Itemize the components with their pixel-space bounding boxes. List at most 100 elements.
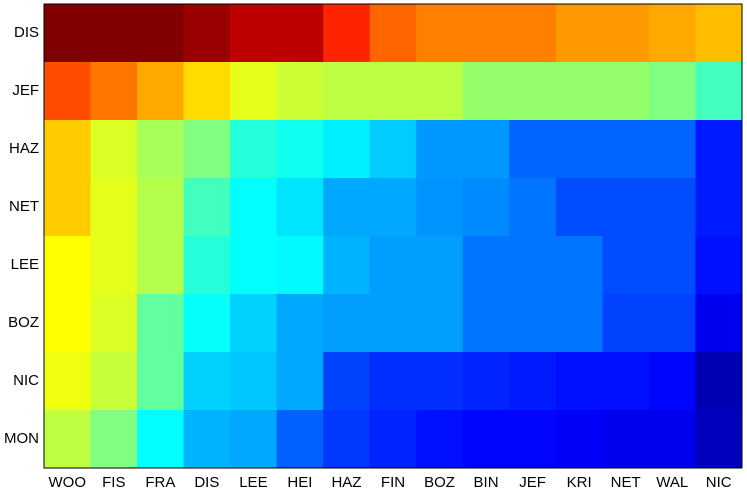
heatmap-cell — [555, 410, 603, 469]
heatmap-cell — [44, 410, 92, 469]
heatmap-cell — [462, 62, 510, 121]
heatmap-cell — [369, 120, 417, 179]
heatmap-cell — [323, 410, 371, 469]
heatmap-cell — [509, 120, 557, 179]
heatmap-cell — [509, 294, 557, 353]
heatmap-cell — [602, 236, 650, 295]
heatmap-cell — [44, 352, 92, 411]
heatmap-cell — [90, 236, 138, 295]
heatmap-cell — [369, 236, 417, 295]
heatmap-cell — [137, 236, 185, 295]
heatmap-cell — [695, 236, 743, 295]
heatmap-cell — [323, 236, 371, 295]
heatmap-cell — [183, 236, 231, 295]
heatmap-cell — [695, 120, 743, 179]
heatmap-cell — [183, 410, 231, 469]
heatmap-cell — [416, 294, 464, 353]
heatmap-cell — [230, 178, 278, 237]
heatmap-cell — [416, 120, 464, 179]
heatmap-cell — [369, 178, 417, 237]
heatmap-cell — [509, 236, 557, 295]
x-tick-label: FRA — [145, 474, 175, 491]
heatmap-cell — [369, 410, 417, 469]
heatmap-cell — [648, 62, 696, 121]
heatmap-cell — [509, 352, 557, 411]
heatmap-cell — [137, 294, 185, 353]
heatmap-cell — [137, 4, 185, 63]
heatmap-cell — [323, 178, 371, 237]
heatmap-cell — [230, 410, 278, 469]
heatmap-cell — [369, 294, 417, 353]
heatmap-cell — [695, 410, 743, 469]
x-tick-label: JEF — [519, 474, 546, 491]
heatmap-cell — [462, 352, 510, 411]
heatmap-cell — [555, 4, 603, 63]
heatmap-cell — [137, 62, 185, 121]
heatmap-cell — [602, 294, 650, 353]
heatmap-cell — [648, 236, 696, 295]
heatmap-cell — [183, 352, 231, 411]
heatmap-cell — [648, 4, 696, 63]
heatmap-cell — [416, 410, 464, 469]
heatmap-cell — [137, 352, 185, 411]
heatmap-cell — [276, 410, 324, 469]
heatmap-cell — [369, 62, 417, 121]
heatmap-cell — [323, 4, 371, 63]
heatmap-cell — [183, 4, 231, 63]
x-tick-label: WAL — [656, 474, 688, 491]
heatmap-cell — [230, 62, 278, 121]
heatmap-cell — [44, 294, 92, 353]
x-tick-label: NIC — [706, 474, 732, 491]
y-tick-label: NIC — [13, 372, 39, 389]
heatmap-cell — [44, 236, 92, 295]
plot-frame — [43, 3, 743, 469]
heatmap-cell — [555, 236, 603, 295]
heatmap-cell — [90, 178, 138, 237]
heatmap-cell — [462, 4, 510, 63]
heatmap-cell — [323, 62, 371, 121]
heatmap-cell — [509, 62, 557, 121]
heatmap-cell — [183, 178, 231, 237]
heatmap-cell — [183, 62, 231, 121]
x-tick-label: DIS — [194, 474, 219, 491]
heatmap-cell — [509, 410, 557, 469]
heatmap-cell — [369, 352, 417, 411]
heatmap-cell — [323, 120, 371, 179]
heatmap-cell — [276, 178, 324, 237]
heatmap-cell — [90, 120, 138, 179]
y-tick-label: HAZ — [9, 140, 39, 157]
heatmap-cell — [648, 178, 696, 237]
heatmap-cell — [695, 4, 743, 63]
heatmap-cell — [648, 352, 696, 411]
heatmap-cell — [462, 236, 510, 295]
heatmap-cell — [276, 294, 324, 353]
heatmap-cell — [90, 4, 138, 63]
heatmap-cell — [276, 236, 324, 295]
heatmap-cell — [555, 62, 603, 121]
heatmap-cell — [276, 4, 324, 63]
heatmap-cell — [230, 4, 278, 63]
heatmap-cell — [90, 62, 138, 121]
x-tick-label: WOO — [49, 474, 87, 491]
heatmap-cell — [648, 294, 696, 353]
heatmap-cell — [416, 352, 464, 411]
heatmap-cell — [137, 120, 185, 179]
x-tick-label: BIN — [474, 474, 499, 491]
x-tick-label: BOZ — [424, 474, 455, 491]
heatmap-cell — [90, 410, 138, 469]
y-tick-label: MON — [4, 430, 39, 447]
heatmap-cell — [462, 410, 510, 469]
heatmap-cell — [462, 178, 510, 237]
heatmap-cell — [462, 294, 510, 353]
heatmap-cell — [230, 294, 278, 353]
heatmap-cell — [602, 178, 650, 237]
heatmap-cell — [276, 352, 324, 411]
heatmap-cell — [416, 62, 464, 121]
heatmap-cell — [230, 120, 278, 179]
heatmap-cell — [648, 410, 696, 469]
heatmap-cell — [230, 236, 278, 295]
heatmap-cell — [137, 178, 185, 237]
heatmap-cell — [230, 352, 278, 411]
y-tick-label: DIS — [14, 24, 39, 41]
